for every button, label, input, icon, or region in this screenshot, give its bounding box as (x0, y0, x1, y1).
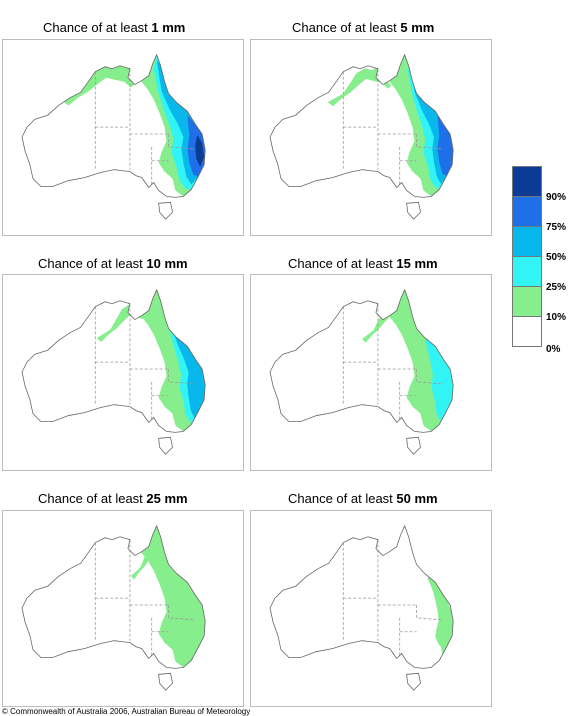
legend-swatch-50 (512, 226, 542, 257)
probability-band (168, 298, 206, 419)
map-panel-50mm (250, 510, 492, 707)
legend-swatch-25 (512, 256, 542, 287)
panel-title-50mm: Chance of at least 50 mm (288, 491, 438, 506)
tasmania-coastline (158, 672, 173, 691)
tasmania-coastline (158, 436, 173, 455)
australia-land (270, 525, 454, 669)
australia-coastline (21, 288, 206, 433)
legend-swatch-10 (512, 286, 542, 317)
map-panel-1mm (2, 39, 244, 236)
probability-band (195, 135, 205, 167)
tasmania-coastline (406, 201, 421, 220)
legend-label-10: 10% (546, 312, 567, 323)
probability-band (437, 115, 454, 177)
legend-label-50: 50% (546, 252, 567, 263)
state-border (168, 134, 195, 150)
tasmania-land (406, 202, 421, 220)
probability-band (427, 560, 454, 661)
tasmania-land (406, 673, 421, 691)
tasmania-land (158, 202, 173, 220)
legend-label-25: 25% (546, 282, 567, 293)
map-panel-10mm (2, 274, 244, 471)
rainfall-shading (131, 525, 206, 668)
legend-swatch-90 (512, 166, 542, 197)
map-panel-15mm (250, 274, 492, 471)
australia-coastline (269, 53, 454, 198)
rainfall-shading (427, 560, 454, 661)
probability-band (62, 65, 135, 106)
map-panel-5mm (250, 39, 492, 236)
map-panel-25mm (2, 510, 244, 707)
panel-title-10mm: Chance of at least 10 mm (38, 256, 188, 271)
australia-coastline (21, 53, 206, 198)
copyright-notice: © Commonwealth of Australia 2006, Austra… (2, 707, 251, 716)
tasmania-land (158, 437, 173, 455)
tasmania-coastline (406, 672, 421, 691)
australia-coastline (21, 524, 206, 669)
legend-swatch-75 (512, 196, 542, 227)
tasmania-coastline (406, 436, 421, 455)
state-border (416, 134, 443, 150)
tasmania-land (406, 437, 421, 455)
tasmania-land (158, 673, 173, 691)
probability-band (361, 305, 409, 343)
panel-title-1mm: Chance of at least 1 mm (43, 20, 186, 35)
panel-title-5mm: Chance of at least 5 mm (292, 20, 435, 35)
legend-swatch-0 (512, 316, 542, 347)
probability-band (327, 67, 392, 107)
australia-coastline (269, 524, 454, 669)
probability-legend: 90% 75% 50% 25% 10% 0% (512, 166, 566, 355)
tasmania-coastline (158, 201, 173, 220)
australia-coastline (269, 288, 454, 433)
legend-label-75: 75% (546, 222, 567, 233)
legend-label-90: 90% (546, 192, 567, 203)
panel-title-15mm: Chance of at least 15 mm (288, 256, 438, 271)
probability-band (131, 542, 169, 580)
panel-title-25mm: Chance of at least 25 mm (38, 491, 188, 506)
probability-band (139, 525, 206, 668)
legend-label-0: 0% (546, 344, 561, 355)
